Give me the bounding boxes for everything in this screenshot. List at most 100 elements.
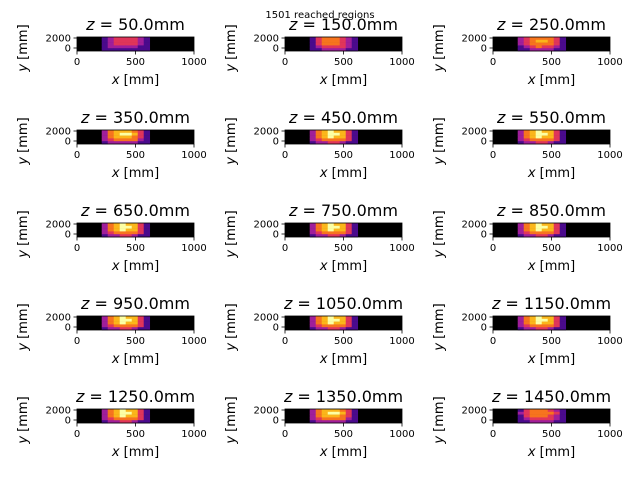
heatmap-cell xyxy=(345,37,353,41)
heatmap-cell xyxy=(333,409,341,413)
x-axis-label: x [mm] xyxy=(319,445,367,460)
heatmap-cell xyxy=(113,42,121,46)
heatmap-cells xyxy=(101,409,151,424)
heatmap-cell xyxy=(315,130,323,134)
heatmap-cell xyxy=(345,417,353,421)
heatmap-cell xyxy=(523,414,531,418)
x-tick-label: 0 xyxy=(490,57,496,68)
heatmap-cell xyxy=(541,223,549,227)
heatmap-cell xyxy=(101,37,109,41)
heatmap-cell xyxy=(517,130,525,134)
heatmap-cell xyxy=(339,318,347,322)
heatmap-cell xyxy=(131,141,139,145)
heatmap-cell xyxy=(523,417,531,421)
heatmap-cell xyxy=(125,231,133,235)
heatmap-cell xyxy=(119,141,127,145)
heatmap-cell xyxy=(523,37,531,41)
heatmap-cell xyxy=(315,39,323,43)
heatmap-cell xyxy=(321,39,329,43)
heatmap-cell xyxy=(523,141,531,145)
heatmap-cell xyxy=(351,228,359,232)
heatmap-cell xyxy=(333,414,341,418)
heatmap-cell xyxy=(137,234,145,238)
heatmap-cell xyxy=(113,324,121,328)
x-tick-label: 0 xyxy=(74,150,80,161)
heatmap-cell xyxy=(137,223,145,227)
x-tick-label: 1000 xyxy=(597,57,622,68)
heatmap-cell xyxy=(559,318,567,322)
heatmap-cell xyxy=(113,48,121,52)
heatmap-cell xyxy=(523,39,531,43)
y-tick-label: 0 xyxy=(65,323,71,334)
heatmap-cell xyxy=(107,316,115,320)
heatmap-cell xyxy=(131,231,139,235)
heatmap-cell xyxy=(553,420,561,424)
heatmap-cell xyxy=(131,130,139,134)
heatmap-cell xyxy=(309,228,317,232)
heatmap-cell xyxy=(327,316,335,320)
heatmap-cell xyxy=(517,411,525,415)
heatmap-cell xyxy=(523,225,531,229)
heatmap-cell xyxy=(559,138,567,142)
heatmap-cell xyxy=(541,138,549,142)
panel-title: z = 850.0mm xyxy=(496,201,606,220)
heatmap-cell xyxy=(345,42,353,46)
heatmap-cell xyxy=(517,327,525,331)
heatmap-cell xyxy=(101,231,109,235)
heatmap-cell xyxy=(137,138,145,142)
heatmap-cell xyxy=(523,420,531,424)
heatmap-cell xyxy=(517,420,525,424)
x-tick-label: 500 xyxy=(542,243,561,254)
heatmap-cell xyxy=(529,228,537,232)
heatmap-cell xyxy=(131,318,139,322)
heatmap-cell xyxy=(333,420,341,424)
heatmap-cell xyxy=(535,48,543,52)
heatmap-cell xyxy=(553,321,561,325)
heatmap-cell xyxy=(131,138,139,142)
heatmap-cell xyxy=(113,417,121,421)
heatmap-cell xyxy=(327,138,335,142)
heatmap-cell xyxy=(351,37,359,41)
heatmap-cell xyxy=(559,42,567,46)
heatmap-cell xyxy=(327,318,335,322)
heatmap-cell xyxy=(143,132,151,136)
heatmap-cell xyxy=(345,48,353,52)
heatmap-cell xyxy=(125,37,133,41)
heatmap-cell xyxy=(321,37,329,41)
heatmap-cell xyxy=(529,37,537,41)
heatmap-cell xyxy=(101,316,109,320)
y-tick-label: 2000 xyxy=(254,220,279,231)
heatmap-cell xyxy=(125,141,133,145)
heatmap-cell xyxy=(321,316,329,320)
x-tick-label: 500 xyxy=(542,336,561,347)
x-tick-label: 1000 xyxy=(389,429,414,440)
heatmap-cell xyxy=(321,45,329,49)
heatmap-cell xyxy=(541,420,549,424)
heatmap-cell xyxy=(345,316,353,320)
heatmap-cell xyxy=(547,223,555,227)
heatmap-cell xyxy=(143,411,151,415)
heatmap-cell xyxy=(553,411,561,415)
heatmap-cell xyxy=(107,411,115,415)
heatmap-cell xyxy=(559,231,567,235)
heatmap-cell xyxy=(327,411,335,415)
heatmap-cell xyxy=(529,414,537,418)
heatmap-cell xyxy=(535,42,543,46)
heatmap-cell xyxy=(101,409,109,413)
heatmap-cell xyxy=(339,223,347,227)
heatmap-cell xyxy=(309,48,317,52)
heatmap-cell xyxy=(541,228,549,232)
heatmap-cell xyxy=(517,138,525,142)
heatmap-cell xyxy=(327,45,335,49)
heatmap-cell xyxy=(517,37,525,41)
heatmap-cell xyxy=(339,231,347,235)
y-tick-label: 0 xyxy=(65,416,71,427)
heatmap-cell xyxy=(559,223,567,227)
heatmap-cell xyxy=(119,327,127,331)
heatmap-cells xyxy=(101,316,151,331)
heatmap-cell xyxy=(547,45,555,49)
heatmap-cell xyxy=(333,234,341,238)
